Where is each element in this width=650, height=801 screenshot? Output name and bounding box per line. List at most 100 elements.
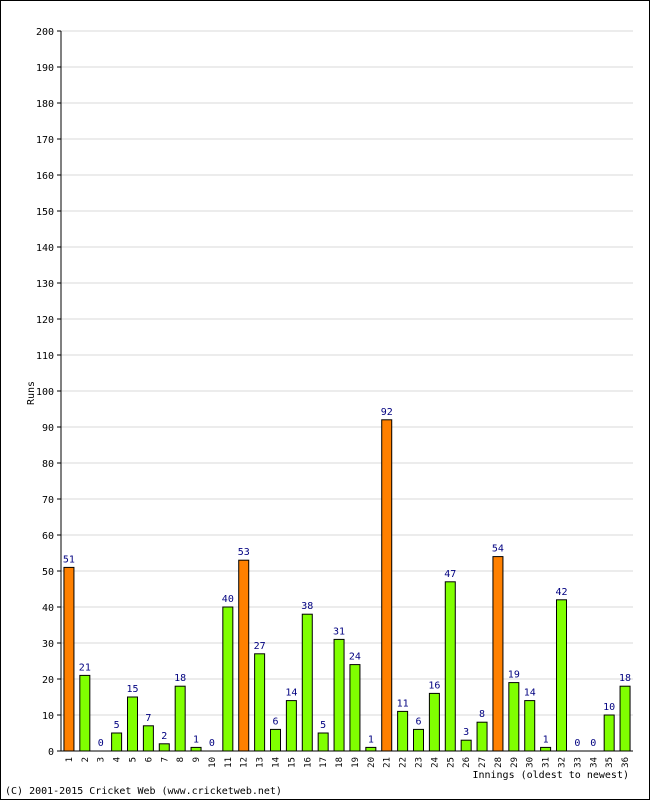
bar-value-label: 0 <box>209 738 215 749</box>
copyright-text: (C) 2001-2015 Cricket Web (www.cricketwe… <box>5 786 282 797</box>
bar-value-label: 51 <box>63 554 75 565</box>
bar-value-label: 2 <box>161 731 167 742</box>
x-tick-label: 11 <box>224 757 234 768</box>
y-tick-label: 0 <box>48 747 54 758</box>
bar-value-label: 11 <box>397 698 409 709</box>
bar <box>270 728 281 752</box>
bar <box>142 725 154 752</box>
bar <box>524 700 536 752</box>
x-tick-label: 8 <box>176 757 186 762</box>
y-tick-label: 80 <box>42 459 54 470</box>
bar-value-label: 3 <box>463 727 469 738</box>
bar <box>254 653 266 752</box>
x-tick-label: 6 <box>144 757 154 762</box>
x-tick-label: 33 <box>573 757 583 768</box>
bar <box>301 613 313 752</box>
bar <box>603 714 615 752</box>
bar <box>476 721 488 752</box>
x-tick-label: 3 <box>97 757 107 762</box>
x-tick-label: 29 <box>510 757 520 768</box>
x-tick-label: 17 <box>319 757 329 768</box>
x-tick-label: 32 <box>558 757 568 768</box>
bar-value-label: 5 <box>320 720 326 731</box>
bar <box>285 700 297 752</box>
y-tick-label: 120 <box>36 315 54 326</box>
bar-value-label: 1 <box>193 734 199 745</box>
y-tick-label: 160 <box>36 171 54 182</box>
bar <box>222 606 234 752</box>
y-tick-label: 30 <box>42 639 54 650</box>
x-tick-label: 5 <box>129 757 139 762</box>
bar-value-label: 53 <box>238 547 250 558</box>
bar <box>428 692 440 752</box>
x-tick-label: 13 <box>256 757 266 768</box>
x-tick-label: 16 <box>303 757 313 768</box>
bar <box>397 710 409 752</box>
x-tick-label: 28 <box>494 757 504 768</box>
y-tick-label: 180 <box>36 99 54 110</box>
bar-value-label: 1 <box>543 734 549 745</box>
x-tick-label: 4 <box>113 757 123 762</box>
y-tick-label: 50 <box>42 567 54 578</box>
x-tick-label: 23 <box>415 757 425 768</box>
bar-value-label: 16 <box>428 680 440 691</box>
bar-value-label: 0 <box>98 738 104 749</box>
bar <box>174 685 186 752</box>
x-tick-label: 35 <box>605 757 615 768</box>
x-tick-label: 10 <box>208 757 218 768</box>
bar <box>365 746 377 752</box>
bar-value-label: 27 <box>254 641 266 652</box>
bar-value-label: 5 <box>114 720 120 731</box>
y-tick-label: 20 <box>42 675 54 686</box>
y-tick-label: 130 <box>36 279 54 290</box>
y-tick-label: 150 <box>36 207 54 218</box>
x-tick-label: 24 <box>430 757 440 768</box>
bar-value-label: 31 <box>333 626 345 637</box>
bar-value-label: 15 <box>126 684 138 695</box>
bar <box>349 664 361 752</box>
bar <box>540 746 552 752</box>
bar-value-label: 40 <box>222 594 234 605</box>
x-tick-label: 36 <box>621 757 631 768</box>
x-tick-label: 14 <box>272 757 282 768</box>
bar-value-label: 0 <box>574 738 580 749</box>
y-axis-title: Runs <box>26 381 37 405</box>
bar <box>619 685 631 752</box>
bar-value-label: 18 <box>174 673 186 684</box>
x-tick-label: 21 <box>383 757 393 768</box>
bar <box>317 732 329 752</box>
bar <box>158 743 170 752</box>
bar-value-label: 38 <box>301 601 313 612</box>
bar-value-label: 19 <box>508 670 520 681</box>
y-tick-label: 90 <box>42 423 54 434</box>
bar-highlight <box>63 566 75 752</box>
x-tick-label: 19 <box>351 757 361 768</box>
x-tick-label: 22 <box>399 757 409 768</box>
bar-value-label: 21 <box>79 662 91 673</box>
x-tick-label: 26 <box>462 757 472 768</box>
x-tick-label: 27 <box>478 757 488 768</box>
y-tick-label: 190 <box>36 63 54 74</box>
x-tick-label: 20 <box>367 757 377 768</box>
x-tick-label: 15 <box>287 757 297 768</box>
bar-value-label: 14 <box>524 688 536 699</box>
x-tick-label: 2 <box>81 757 91 762</box>
bar-value-label: 92 <box>381 407 393 418</box>
bar-value-label: 54 <box>492 544 504 555</box>
x-tick-label: 1 <box>65 757 75 762</box>
bar <box>127 696 138 752</box>
x-tick-label: 30 <box>526 757 536 768</box>
bar-value-label: 24 <box>349 652 361 663</box>
bar-highlight <box>238 559 250 752</box>
bar <box>508 682 520 752</box>
x-tick-label: 25 <box>446 757 456 768</box>
bar-value-label: 47 <box>444 569 456 580</box>
bar <box>556 599 567 752</box>
x-axis-title: Innings (oldest to newest) <box>472 770 629 781</box>
y-tick-label: 70 <box>42 495 54 506</box>
bar <box>190 746 202 752</box>
bar-value-label: 6 <box>272 716 278 727</box>
bar <box>413 728 424 752</box>
